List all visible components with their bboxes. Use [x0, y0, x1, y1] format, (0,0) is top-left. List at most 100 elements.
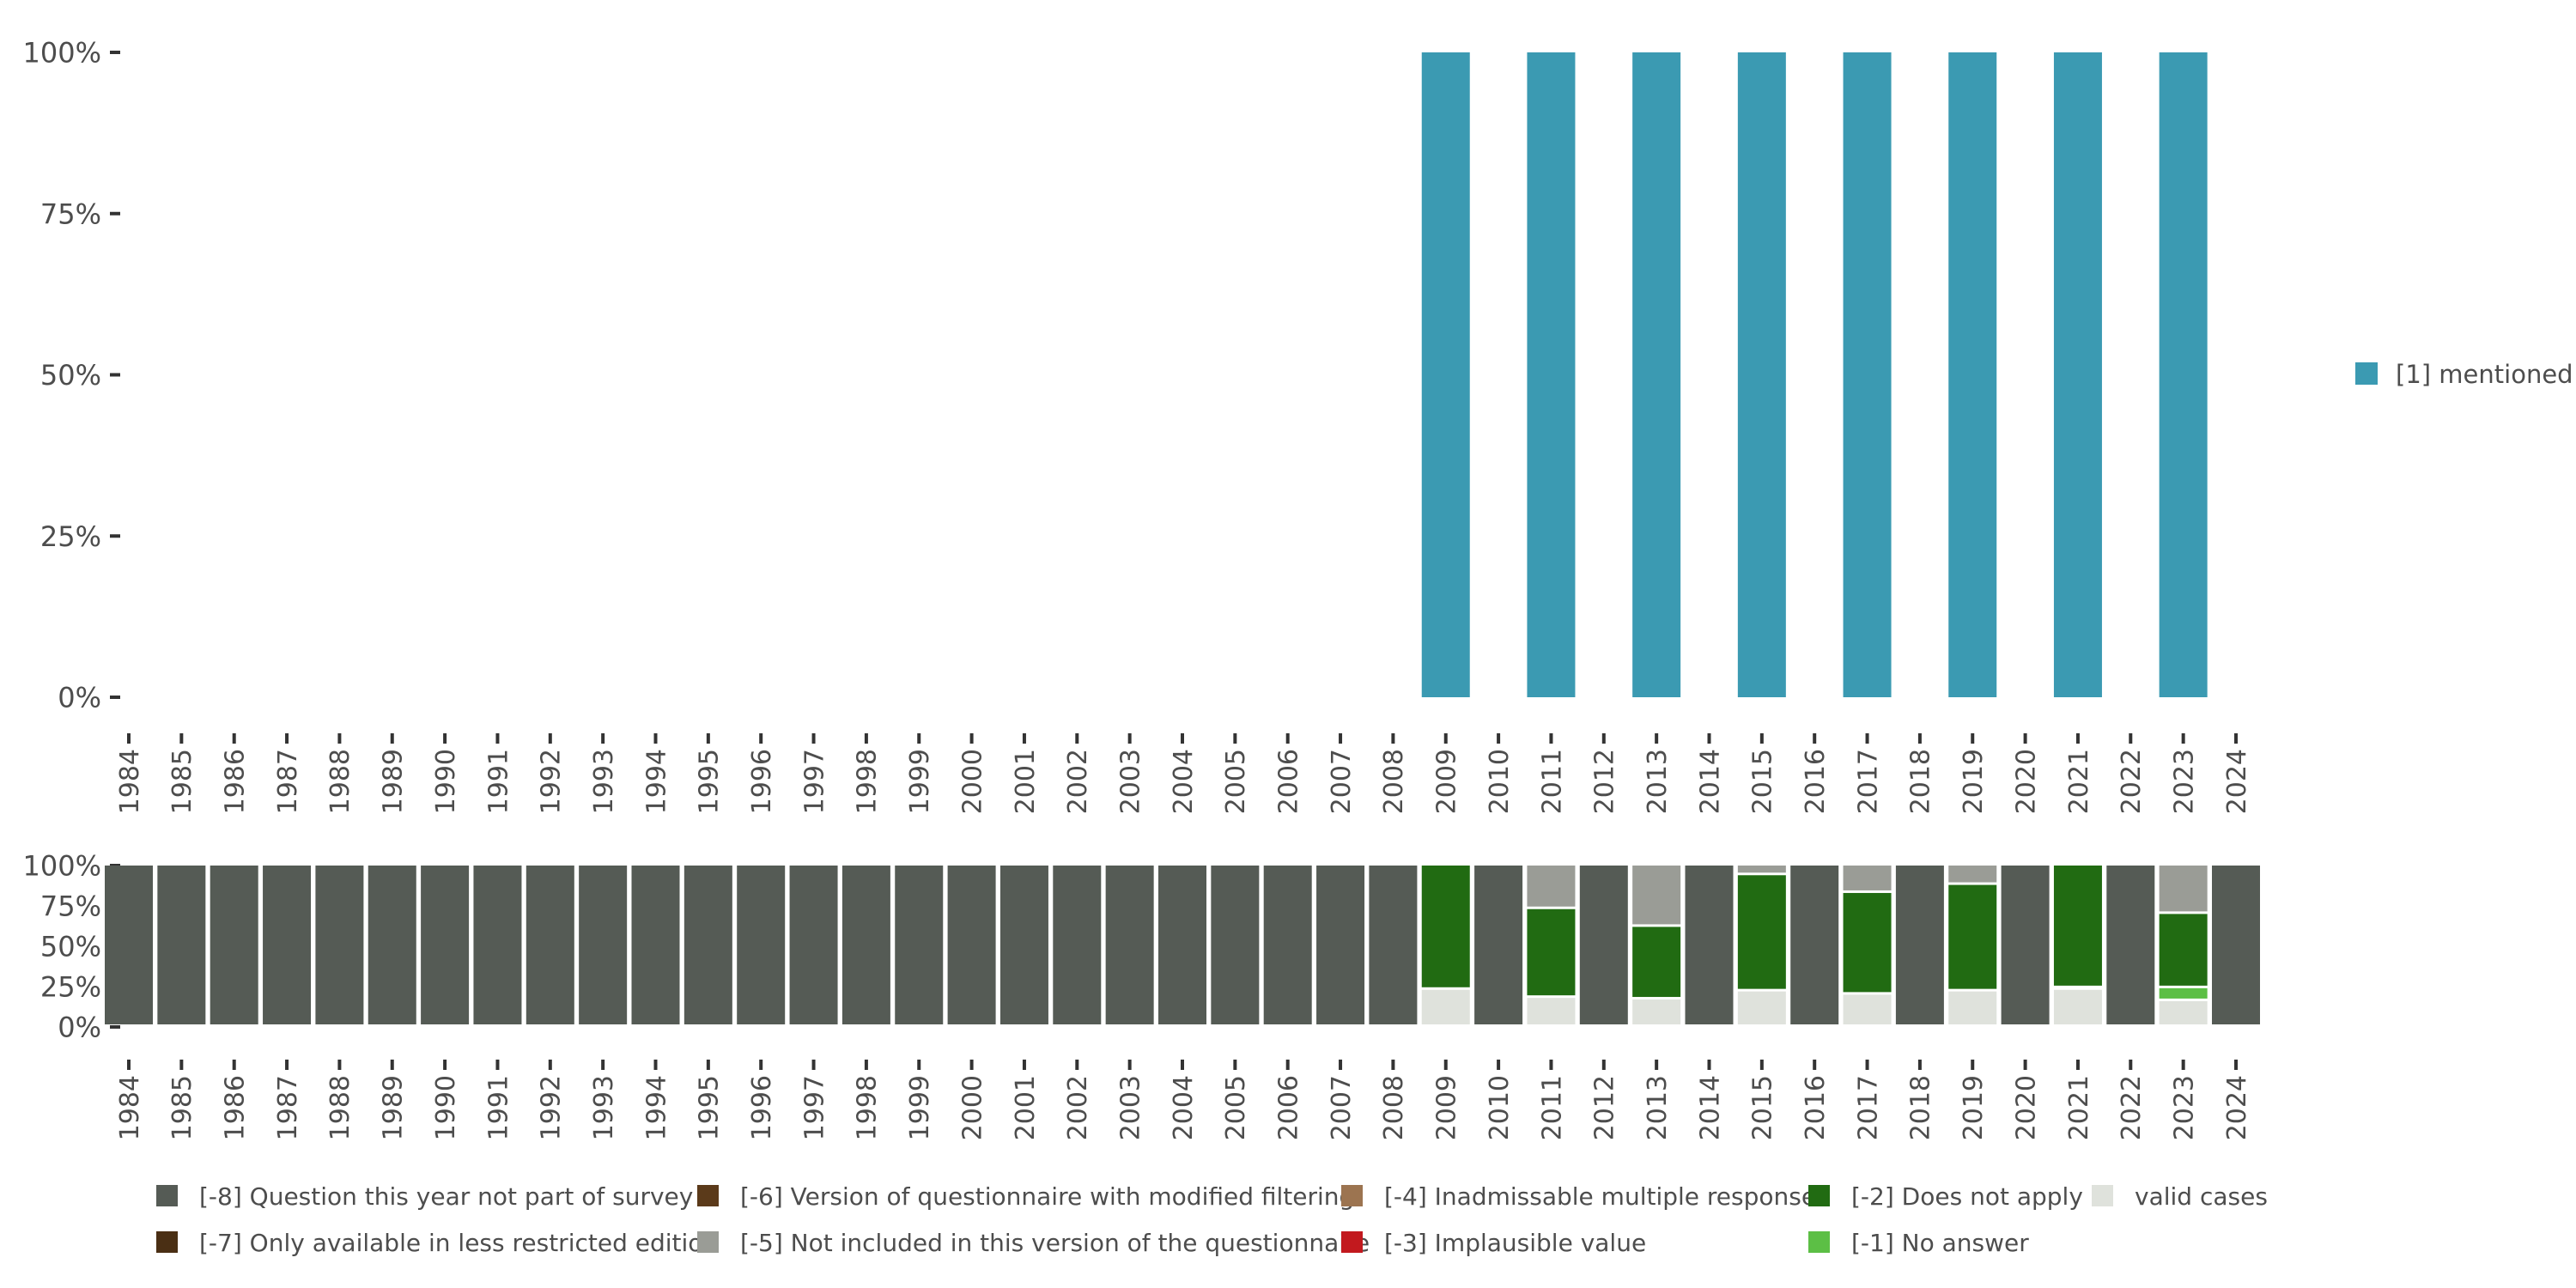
x-axis-tick-label: 2022 — [2117, 1075, 2147, 1140]
x-axis-tick-label: 2019 — [1959, 749, 1989, 814]
bar-segment — [1527, 998, 1576, 1024]
x-axis-tick-label: 2008 — [1379, 1075, 1409, 1140]
x-axis-tick-label: 1991 — [483, 1075, 513, 1140]
x-axis-tick-label: 2003 — [1115, 749, 1145, 814]
bar-segment — [1843, 866, 1892, 890]
top-chart-panel: 0% 25% 50% 75% 100% 1984 1985 1986 1987 1988 1989 1… — [23, 37, 2252, 815]
x-axis-tick-label: 1987 — [273, 1075, 303, 1140]
x-axis-tick-label: 1998 — [853, 1075, 883, 1140]
x-axis-tick-label: 2009 — [1432, 1075, 1462, 1140]
bar-segment — [2053, 989, 2102, 1024]
bar-segment — [1632, 52, 1681, 697]
bar-segment — [999, 866, 1048, 1024]
bar-segment — [1843, 52, 1892, 697]
x-axis-tick-label: 1990 — [431, 749, 461, 814]
bar-segment — [2053, 866, 2102, 986]
legend-swatch — [156, 1231, 178, 1253]
x-axis-tick-label: 2005 — [1221, 1075, 1251, 1140]
x-axis-tick-label: 2004 — [1169, 1075, 1199, 1140]
x-axis-tick-label: 1990 — [431, 1075, 461, 1140]
x-axis-tick-label: 2012 — [1590, 749, 1620, 814]
bar-segment — [2159, 866, 2208, 912]
bar-segment — [1790, 866, 1839, 1024]
legend-label: [-2] Does not apply — [1851, 1182, 2083, 1211]
bar-segment — [1316, 866, 1365, 1024]
x-axis-tick-label: 1987 — [273, 749, 303, 814]
bar-segment — [105, 866, 153, 1024]
bar-segment — [1632, 999, 1681, 1024]
x-axis-tick-label: 2021 — [2064, 1075, 2094, 1140]
x-axis-tick-label: 1992 — [537, 1075, 567, 1140]
x-axis-tick-label: 2007 — [1327, 749, 1357, 814]
bar-segment — [1843, 892, 1892, 993]
y-axis-tick-label: 75% — [40, 890, 101, 923]
x-axis-tick-label: 1993 — [589, 749, 619, 814]
bar-segment — [1421, 989, 1470, 1024]
bar-segment — [157, 866, 206, 1024]
bar-segment — [1369, 866, 1418, 1024]
x-axis-tick-label: 1988 — [325, 749, 355, 814]
x-axis-tick-label: 1985 — [167, 1075, 197, 1140]
y-axis-tick-label: 0% — [58, 682, 101, 714]
bar-segment — [841, 866, 890, 1024]
bar-segment — [737, 866, 786, 1024]
legend-swatch — [1341, 1231, 1363, 1253]
legend-label: [-1] No answer — [1851, 1229, 2029, 1257]
legend-label: [-7] Only available in less restricted e… — [199, 1229, 718, 1257]
bar-segment — [1527, 52, 1576, 697]
x-axis-tick-label: 2006 — [1274, 1075, 1304, 1140]
x-axis-tick-label: 1999 — [905, 1075, 935, 1140]
x-axis-tick-label: 2014 — [1695, 1075, 1725, 1140]
bar-segment — [1632, 927, 1681, 998]
legend-swatch — [1808, 1185, 1830, 1206]
x-axis-tick-label: 2001 — [1011, 1075, 1041, 1140]
bar-segment — [1527, 908, 1576, 996]
x-axis-tick-label: 2023 — [2169, 1075, 2199, 1140]
bar-segment — [315, 866, 364, 1024]
x-axis-tick-label: 2020 — [2011, 749, 2041, 814]
bar-segment — [473, 866, 522, 1024]
x-axis-tick-label: 1986 — [221, 749, 251, 814]
x-axis-tick-label: 1997 — [799, 1075, 829, 1140]
y-axis-tick-label: 50% — [40, 359, 101, 392]
bar-segment — [1737, 991, 1786, 1024]
bar-segment — [2159, 987, 2208, 999]
bar-segment — [1737, 52, 1786, 697]
legend-label: [1] mentioned — [2396, 360, 2573, 389]
legend-swatch — [697, 1185, 719, 1206]
x-axis-tick-label: 2003 — [1115, 1075, 1145, 1140]
y-axis-tick-label: 25% — [40, 971, 101, 1004]
bar-segment — [1948, 866, 1997, 883]
y-axis-tick-label: 25% — [40, 520, 101, 553]
legend-swatch — [1808, 1231, 1830, 1253]
bar-segment — [1474, 866, 1523, 1024]
bar-segment — [1158, 866, 1206, 1024]
x-axis-tick-label: 1985 — [167, 749, 197, 814]
x-axis-tick-label: 2013 — [1643, 749, 1673, 814]
bar-segment — [789, 866, 838, 1024]
legend-label: [-6] Version of questionnaire with modif… — [740, 1182, 1354, 1211]
legend-label: [-3] Implausible value — [1384, 1229, 1646, 1257]
x-axis-tick-label: 1996 — [747, 749, 777, 814]
x-axis-tick-label: 2014 — [1695, 749, 1725, 814]
bar-segment — [1737, 866, 1786, 873]
bar-segment — [1948, 884, 1997, 989]
x-axis-tick-label: 2021 — [2064, 749, 2094, 814]
x-axis-tick-label: 1989 — [379, 1075, 409, 1140]
legend-label: [-4] Inadmissable multiple response — [1384, 1182, 1816, 1211]
bar-segment — [579, 866, 628, 1024]
bar-segment — [1527, 866, 1576, 907]
x-axis-tick-label: 2017 — [1853, 1075, 1883, 1140]
bar-segment — [1105, 866, 1154, 1024]
top-chart-legend: [1] mentioned — [2355, 360, 2573, 389]
bar-segment — [1211, 866, 1260, 1024]
bar-segment — [2159, 52, 2208, 697]
x-axis-tick-label: 1995 — [695, 1075, 725, 1140]
x-axis-tick-label: 1994 — [641, 749, 671, 814]
legend-swatch — [156, 1185, 178, 1206]
x-axis-tick-label: 2015 — [1748, 1075, 1778, 1140]
bar-segment — [1948, 991, 1997, 1024]
legend-swatch — [1341, 1185, 1363, 1206]
x-axis-tick-label: 1997 — [799, 749, 829, 814]
bottom-chart-panel: 0% 25% 50% 75% 100% 1984 1985 1986 1987 1988 1989 1… — [23, 850, 2260, 1140]
